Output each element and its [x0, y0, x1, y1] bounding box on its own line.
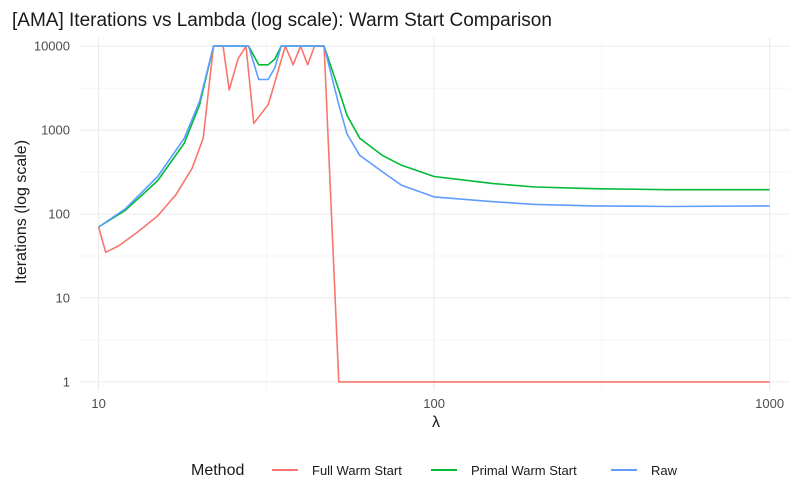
chart-title: [AMA] Iterations vs Lambda (log scale): …	[12, 10, 552, 31]
x-axis-title: λ	[432, 414, 440, 431]
grid	[80, 38, 790, 390]
y-tick-label: 100	[48, 207, 70, 222]
legend-label: Full Warm Start	[312, 463, 402, 478]
legend: Method Full Warm Start Primal Warm Start R…	[191, 462, 678, 479]
legend-label: Primal Warm Start	[471, 463, 577, 478]
legend-item-full-warm-start: Full Warm Start	[272, 463, 402, 478]
legend-title: Method	[191, 462, 244, 479]
x-tick-label: 10	[91, 396, 105, 411]
series-line-raw	[98, 45, 770, 228]
y-tick-label: 10	[56, 290, 70, 305]
x-tick-label: 1000	[755, 396, 784, 411]
x-axis-ticks: 10 100 1000	[91, 396, 784, 411]
y-tick-label: 10000	[34, 39, 70, 54]
x-tick-label: 100	[423, 396, 445, 411]
y-axis-title: Iterations (log scale)	[13, 140, 30, 284]
y-tick-label: 1000	[41, 123, 70, 138]
y-tick-label: 1	[63, 374, 70, 389]
legend-item-primal-warm-start: Primal Warm Start	[431, 463, 577, 478]
legend-items: Full Warm Start Primal Warm Start Raw	[272, 463, 678, 478]
series-layer	[97, 45, 770, 383]
legend-item-raw: Raw	[611, 463, 678, 478]
legend-label: Raw	[651, 463, 678, 478]
y-axis-ticks: 1 10 100 1000 10000	[34, 39, 70, 390]
